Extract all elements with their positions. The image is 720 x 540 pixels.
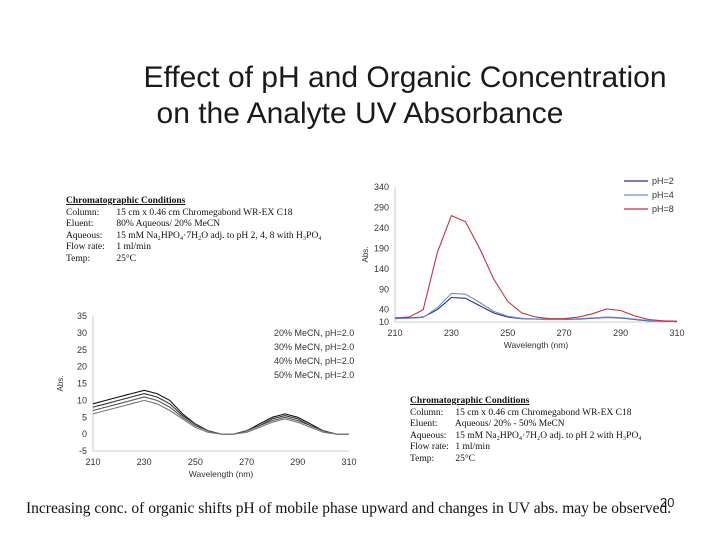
legend-entry: 50% MeCN, pH=2.0 bbox=[274, 370, 354, 380]
condition-label: Aqueous: bbox=[410, 430, 447, 441]
legend-entry: pH=4 bbox=[652, 190, 674, 200]
legend-entry: 20% MeCN, pH=2.0 bbox=[274, 328, 354, 338]
y-tick-label: 30 bbox=[77, 328, 87, 338]
y-axis-label: Abs. bbox=[361, 246, 370, 262]
y-tick-label: 140 bbox=[374, 264, 389, 274]
y-tick-label: 35 bbox=[77, 311, 87, 321]
x-tick-label: 230 bbox=[444, 328, 459, 338]
conditions-heading: Chromatographic Conditions bbox=[66, 196, 186, 206]
condition-label: Eluent: bbox=[66, 219, 94, 229]
x-tick-label: 290 bbox=[290, 457, 305, 467]
condition-row: Eluent: Aqueous/ 20% - 50% MeCN bbox=[410, 419, 642, 431]
y-tick-label: 20 bbox=[77, 362, 87, 372]
title-line-1: Effect of pH and Organic Concentration bbox=[143, 61, 667, 94]
conditions-heading: Chromatographic Conditions bbox=[410, 396, 530, 406]
y-tick-label: 5 bbox=[82, 412, 87, 422]
y-tick-label: 40 bbox=[379, 305, 389, 315]
legend-entry: pH=2 bbox=[652, 176, 674, 186]
y-axis-label: Abs. bbox=[56, 375, 65, 391]
condition-value: 15 mM Na₂HPO₄·7H₂O adj. to pH 2 with H₃P… bbox=[455, 430, 642, 441]
condition-value: Aqueous/ 20% - 50% MeCN bbox=[454, 419, 565, 429]
page-number: 20 bbox=[660, 495, 675, 510]
y-tick-label: 0 bbox=[82, 429, 87, 439]
condition-label: Flow rate: bbox=[66, 242, 105, 252]
series-line-2 bbox=[394, 292, 678, 323]
y-tick-label: 340 bbox=[374, 182, 389, 192]
x-tick-label: 270 bbox=[557, 328, 572, 338]
condition-label: Temp: bbox=[66, 253, 91, 264]
conditions-bottom: Chromatographic Conditions Column: 15 cm… bbox=[410, 396, 642, 465]
condition-value: 25°C bbox=[455, 453, 476, 464]
y-tick-label: 90 bbox=[379, 284, 389, 294]
condition-row: Column: 15 cm x 0.46 cm Chromegabond WR-… bbox=[66, 208, 322, 220]
series-line-4 bbox=[92, 399, 349, 435]
x-tick-label: 270 bbox=[239, 457, 254, 467]
x-axis-label: Wavelength (nm) bbox=[504, 340, 569, 350]
condition-label: Aqueous: bbox=[66, 230, 103, 241]
condition-row: Flow rate: 1 ml/min bbox=[410, 442, 642, 454]
condition-value: 15 cm x 0.46 cm Chromegabond WR-EX C18 bbox=[455, 407, 632, 418]
y-tick-label: 10 bbox=[77, 395, 87, 405]
y-tick-label: 190 bbox=[374, 243, 389, 253]
x-tick-label: 210 bbox=[85, 457, 100, 467]
condition-label: Temp: bbox=[410, 453, 435, 464]
series-line-2 bbox=[92, 393, 349, 435]
condition-value: 1 ml/min bbox=[455, 442, 490, 452]
condition-value: 15 mM Na₂HPO₄·7H₂O adj. to pH 2, 4, 8 wi… bbox=[116, 230, 322, 241]
y-tick-label: 240 bbox=[374, 223, 389, 233]
x-tick-label: 230 bbox=[137, 457, 152, 467]
condition-label: Column: bbox=[66, 207, 100, 218]
series-line-1 bbox=[395, 296, 678, 323]
series-line-3 bbox=[394, 214, 678, 322]
y-tick-label: 15 bbox=[77, 379, 87, 389]
series-line-1 bbox=[92, 389, 349, 435]
condition-row: Flow rate: 1 ml/min bbox=[66, 242, 322, 254]
condition-row: Temp: 25°C bbox=[66, 254, 322, 266]
condition-value: 15 cm x 0.46 cm Chromegabond WR-EX C18 bbox=[116, 207, 293, 218]
condition-row: Aqueous: 15 mM Na₂HPO₄·7H₂O adj. to pH 2… bbox=[410, 431, 642, 443]
legend-entry: 30% MeCN, pH=2.0 bbox=[274, 342, 354, 352]
conditions-top: Chromatographic Conditions Column: 15 cm… bbox=[66, 196, 322, 265]
title-line-2: on the Analyte UV Absorbance bbox=[156, 97, 564, 130]
legend-entry: pH=8 bbox=[652, 204, 674, 214]
condition-row: Column: 15 cm x 0.46 cm Chromegabond WR-… bbox=[410, 408, 642, 420]
slide-title: Effect of pH and Organic Concentration o… bbox=[0, 60, 720, 132]
y-tick-label: 10 bbox=[379, 317, 389, 327]
x-tick-label: 250 bbox=[500, 328, 515, 338]
condition-row: Aqueous: 15 mM Na₂HPO₄·7H₂O adj. to pH 2… bbox=[66, 231, 322, 243]
x-tick-label: 310 bbox=[669, 328, 684, 338]
condition-label: Eluent: bbox=[410, 419, 438, 429]
y-tick-label: 25 bbox=[77, 345, 87, 355]
condition-value: 25°C bbox=[116, 253, 137, 264]
x-tick-label: 250 bbox=[188, 457, 203, 467]
slide-caption: Increasing conc. of organic shifts pH of… bbox=[26, 500, 672, 517]
x-tick-label: 290 bbox=[613, 328, 628, 338]
condition-value: 1 ml/min bbox=[116, 242, 151, 252]
condition-label: Flow rate: bbox=[410, 442, 449, 452]
y-tick-label: 290 bbox=[374, 202, 389, 212]
legend-entry: 40% MeCN, pH=2.0 bbox=[274, 356, 354, 366]
condition-label: Column: bbox=[410, 407, 444, 418]
condition-row: Eluent: 80% Aqueous/ 20% MeCN bbox=[66, 219, 322, 231]
y-tick-label: -5 bbox=[79, 446, 87, 456]
x-tick-label: 310 bbox=[341, 457, 356, 467]
series-line-3 bbox=[92, 396, 349, 435]
x-axis-label: Wavelength (nm) bbox=[189, 469, 254, 479]
condition-row: Temp: 25°C bbox=[410, 454, 642, 466]
x-tick-label: 210 bbox=[387, 328, 402, 338]
condition-value: 80% Aqueous/ 20% MeCN bbox=[116, 219, 221, 229]
